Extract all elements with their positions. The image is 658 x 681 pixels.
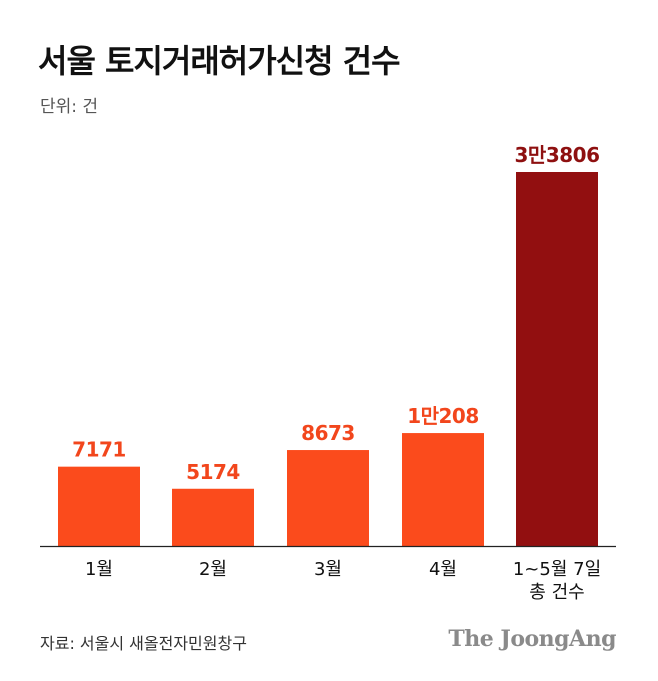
category-label-3: 3월 — [314, 559, 342, 580]
category-label-1: 1월 — [85, 559, 113, 580]
value-label-5: 3만3806 — [515, 143, 600, 167]
page-title: 서울 토지거래허가신청 건수 — [38, 42, 401, 80]
source-note: 자료: 서울시 새올전자민원창구 — [40, 634, 247, 653]
category-label-2: 2월 — [199, 559, 227, 580]
bar-1 — [58, 466, 140, 546]
category-label-5: 1~5월 7일 총 건수 — [513, 559, 601, 603]
value-label-3: 8673 — [301, 421, 355, 445]
bar-3 — [287, 450, 369, 546]
value-label-1: 7171 — [72, 438, 126, 462]
category-label-4: 4월 — [429, 559, 457, 580]
brand-logo: The JoongAng — [448, 626, 616, 652]
unit-label: 단위: 건 — [40, 97, 99, 117]
bar-4 — [402, 433, 484, 546]
value-label-2: 5174 — [186, 460, 240, 484]
bar-2 — [172, 488, 254, 546]
bar-5 — [516, 172, 598, 546]
value-label-4: 1만208 — [407, 404, 479, 428]
